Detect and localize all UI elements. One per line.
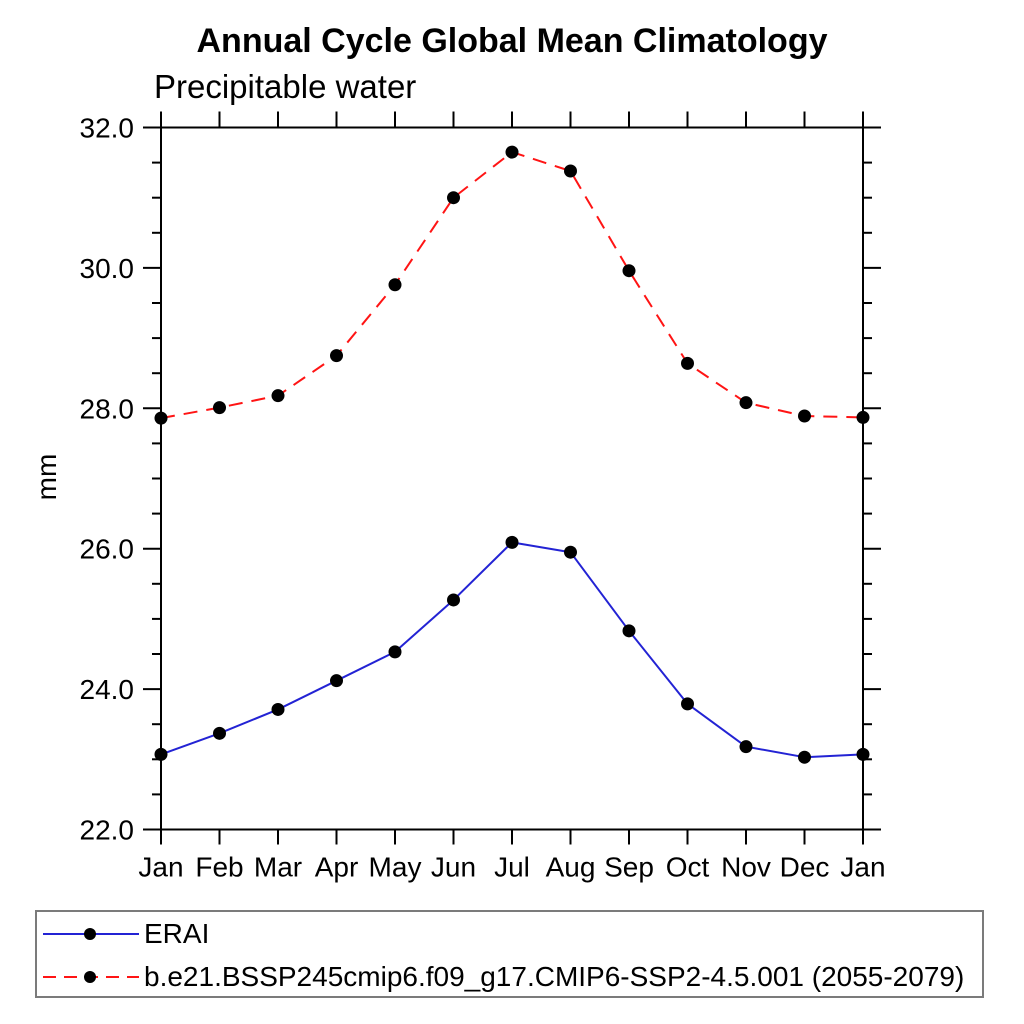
- data-point: [564, 545, 577, 559]
- data-point: [798, 750, 811, 764]
- legend-item-model: b.e21.BSSP245cmip6.f09_g17.CMIP6-SSP2-4.…: [41, 959, 964, 995]
- series-line-1: [160, 151, 864, 420]
- data-point: [505, 535, 519, 549]
- data-point: [798, 409, 811, 423]
- data-point: [388, 278, 402, 292]
- legend: ERAI b.e21.BSSP245cmip6.f09_g17.CMIP6-SS…: [35, 910, 984, 998]
- legend-marker-dot: [84, 928, 96, 940]
- data-point: [681, 697, 694, 711]
- x-tick-label: Aug: [546, 852, 596, 883]
- chart-subtitle: Precipitable water: [154, 68, 417, 105]
- x-tick-label: May: [369, 852, 422, 883]
- series-line-0: [160, 541, 864, 759]
- x-tick-label: Feb: [195, 852, 243, 883]
- data-point: [271, 389, 285, 403]
- y-tick-label: 26.0: [80, 534, 135, 565]
- x-tick-label: Jan: [840, 852, 885, 883]
- y-tick-label: 24.0: [80, 674, 135, 705]
- data-point: [330, 674, 343, 688]
- data-point: [154, 411, 168, 425]
- data-point: [739, 740, 753, 754]
- data-point: [154, 747, 168, 761]
- x-tick-label: Mar: [254, 852, 302, 883]
- y-tick-label: 30.0: [80, 253, 135, 284]
- data-point: [564, 164, 577, 178]
- x-tick-label: Dec: [780, 852, 830, 883]
- legend-marker-dot: [84, 971, 96, 983]
- x-tick-label: Nov: [721, 852, 771, 883]
- plot-frame: [160, 126, 864, 831]
- data-point: [739, 396, 753, 410]
- x-tick-label: Jul: [494, 852, 530, 883]
- legend-label-model: b.e21.BSSP245cmip6.f09_g17.CMIP6-SSP2-4.…: [144, 961, 965, 992]
- data-point: [622, 624, 636, 638]
- data-point: [622, 264, 636, 278]
- data-point: [330, 349, 343, 363]
- data-point: [388, 645, 402, 659]
- legend-sample-erai: [43, 928, 139, 940]
- data-point: [447, 191, 460, 205]
- data-point: [856, 747, 870, 761]
- y-tick-label: 28.0: [80, 393, 135, 424]
- data-point: [213, 401, 226, 415]
- x-tick-label: Sep: [604, 852, 654, 883]
- y-tick-label: 32.0: [80, 113, 135, 144]
- data-point: [856, 410, 870, 424]
- legend-sample-model: [43, 971, 139, 983]
- x-tick-label: Apr: [315, 852, 359, 883]
- data-point: [271, 702, 285, 716]
- data-point: [447, 593, 460, 607]
- x-tick-label: Jan: [138, 852, 183, 883]
- y-tick-label: 22.0: [80, 815, 135, 846]
- x-tick-label: Oct: [666, 852, 710, 883]
- data-point: [213, 726, 226, 740]
- data-point: [505, 145, 519, 159]
- x-tick-label: Jun: [431, 852, 476, 883]
- legend-label-erai: ERAI: [144, 918, 210, 949]
- legend-item-erai: ERAI: [41, 916, 209, 952]
- data-point: [681, 356, 694, 370]
- chart-title: Annual Cycle Global Mean Climatology: [196, 22, 828, 60]
